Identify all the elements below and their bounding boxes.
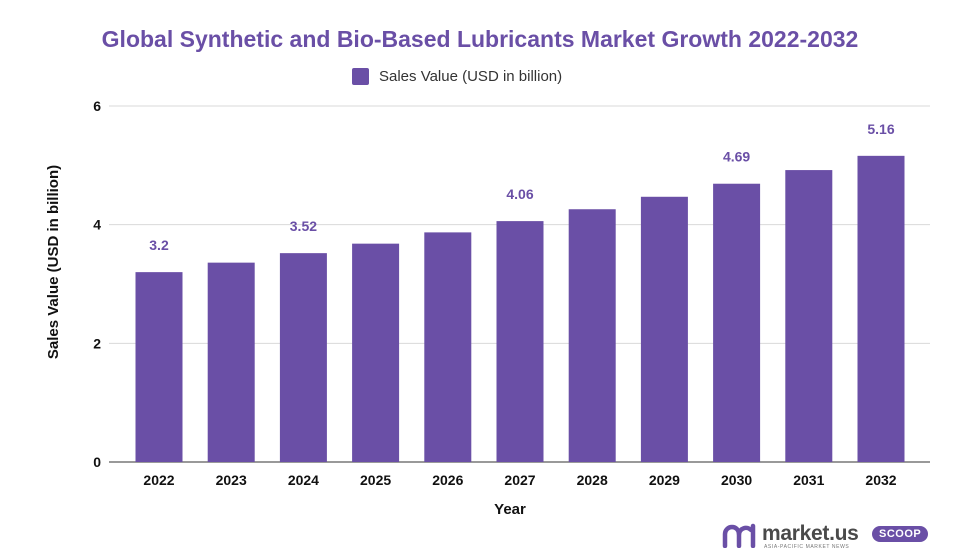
data-label: 4.69 [723, 149, 750, 165]
logo-wordmark: market.us [762, 522, 859, 545]
x-tick-label: 2022 [143, 472, 174, 488]
data-label: 3.52 [290, 218, 317, 234]
logo-tagline: ASIA-PACIFIC MARKET NEWS [764, 544, 850, 550]
x-tick-label: 2029 [649, 472, 680, 488]
x-tick-label: 2026 [432, 472, 463, 488]
x-tick-label: 2032 [865, 472, 896, 488]
x-tick-label: 2023 [216, 472, 247, 488]
bar [424, 232, 472, 462]
y-tick-label: 4 [93, 217, 101, 233]
legend-swatch [352, 67, 369, 85]
bar [135, 272, 183, 462]
data-label: 4.06 [506, 186, 533, 202]
bar [207, 262, 255, 462]
y-tick-label: 0 [93, 454, 101, 470]
bar [640, 196, 688, 462]
chart-title: Global Synthetic and Bio-Based Lubricant… [101, 26, 859, 52]
bar [568, 209, 616, 462]
data-label: 3.2 [149, 237, 169, 253]
data-label: 5.16 [867, 121, 894, 137]
y-axis-label: Sales Value (USD in billion) [45, 165, 62, 359]
logo-badge: SCOOP [872, 526, 929, 542]
bar [785, 170, 833, 462]
market-us-logo-icon [722, 523, 756, 548]
x-tick-label: 2028 [577, 472, 608, 488]
y-tick-label: 6 [93, 98, 101, 114]
x-axis-label: Year [494, 501, 526, 518]
x-tick-label: 2031 [793, 472, 824, 488]
bar [279, 253, 327, 462]
bar [713, 183, 761, 462]
bar [496, 221, 544, 462]
x-tick-label: 2027 [504, 472, 535, 488]
x-tick-label: 2024 [288, 472, 319, 488]
x-tick-label: 2030 [721, 472, 752, 488]
y-tick-label: 2 [93, 335, 101, 351]
bar [352, 243, 400, 462]
x-tick-label: 2025 [360, 472, 391, 488]
market-us-logo: market.us SCOOP ASIA-PACIFIC MARKET NEWS [722, 520, 938, 552]
bar [857, 155, 905, 462]
legend-label: Sales Value (USD in billion) [379, 67, 563, 85]
chart-legend: Sales Value (USD in billion) [352, 66, 562, 86]
